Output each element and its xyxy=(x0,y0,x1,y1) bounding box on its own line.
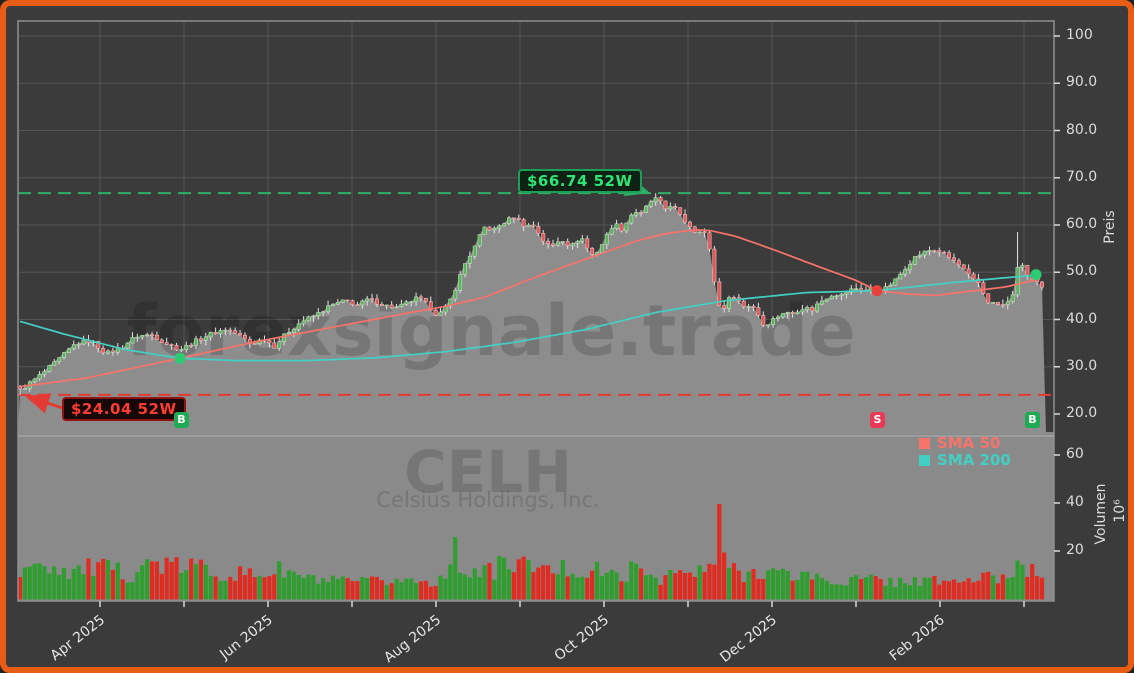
low-52w-arrow xyxy=(25,393,64,414)
watermark-brand: forexsignale.trade xyxy=(126,290,855,372)
volume-tick-label: 40 xyxy=(1066,494,1084,510)
price-tick-label: 70.0 xyxy=(1066,169,1098,185)
axis-ticks xyxy=(99,35,1060,607)
legend-item-sma50: SMA 50 xyxy=(919,435,1011,452)
price-axis-title: Preis xyxy=(1102,210,1118,244)
sma200-line xyxy=(19,273,1041,362)
candles xyxy=(18,193,1044,395)
watermark-symbol: CELH xyxy=(404,438,572,506)
sma-legend: SMA 50 SMA 200 xyxy=(919,435,1011,469)
volume-tick-label: 20 xyxy=(1066,542,1084,558)
price-tick-label: 100 xyxy=(1066,27,1093,43)
sma50-swatch xyxy=(919,438,930,449)
volume-axis-unit: 10⁶ xyxy=(1112,499,1128,523)
volume-panel-spine xyxy=(17,432,1055,602)
golden-cross-marker xyxy=(174,352,186,364)
sma50-label: SMA 50 xyxy=(937,434,1001,452)
sma200-swatch xyxy=(919,455,930,466)
volume-tick-label: 60 xyxy=(1066,446,1084,462)
volume-axis-title: Volumen xyxy=(1093,483,1109,545)
price-area-fill xyxy=(18,197,1046,433)
buy-signal-badge: B xyxy=(174,412,189,428)
sell-signal-badge: S xyxy=(870,412,885,428)
low-52w-label: $24.04 52W xyxy=(62,397,186,421)
high-52w-label: $66.74 52W xyxy=(518,169,642,193)
price-tick-label: 80.0 xyxy=(1066,122,1098,138)
death-cross-marker xyxy=(871,285,883,297)
buy-signal-badge: B xyxy=(1025,412,1040,428)
volume-bars xyxy=(17,503,1045,600)
sma200-label: SMA 200 xyxy=(937,451,1011,469)
legend-item-sma200: SMA 200 xyxy=(919,452,1011,469)
price-tick-label: 50.0 xyxy=(1066,263,1098,279)
latest-cross-marker xyxy=(1030,269,1042,281)
price-tick-label: 30.0 xyxy=(1066,358,1098,374)
sma50-line xyxy=(19,229,1041,388)
price-tick-label: 90.0 xyxy=(1066,74,1098,90)
price-tick-label: 20.0 xyxy=(1066,405,1098,421)
watermark-company: Celsius Holdings, Inc. xyxy=(376,488,599,512)
price-tick-label: 40.0 xyxy=(1066,311,1098,327)
price-tick-label: 60.0 xyxy=(1066,216,1098,232)
